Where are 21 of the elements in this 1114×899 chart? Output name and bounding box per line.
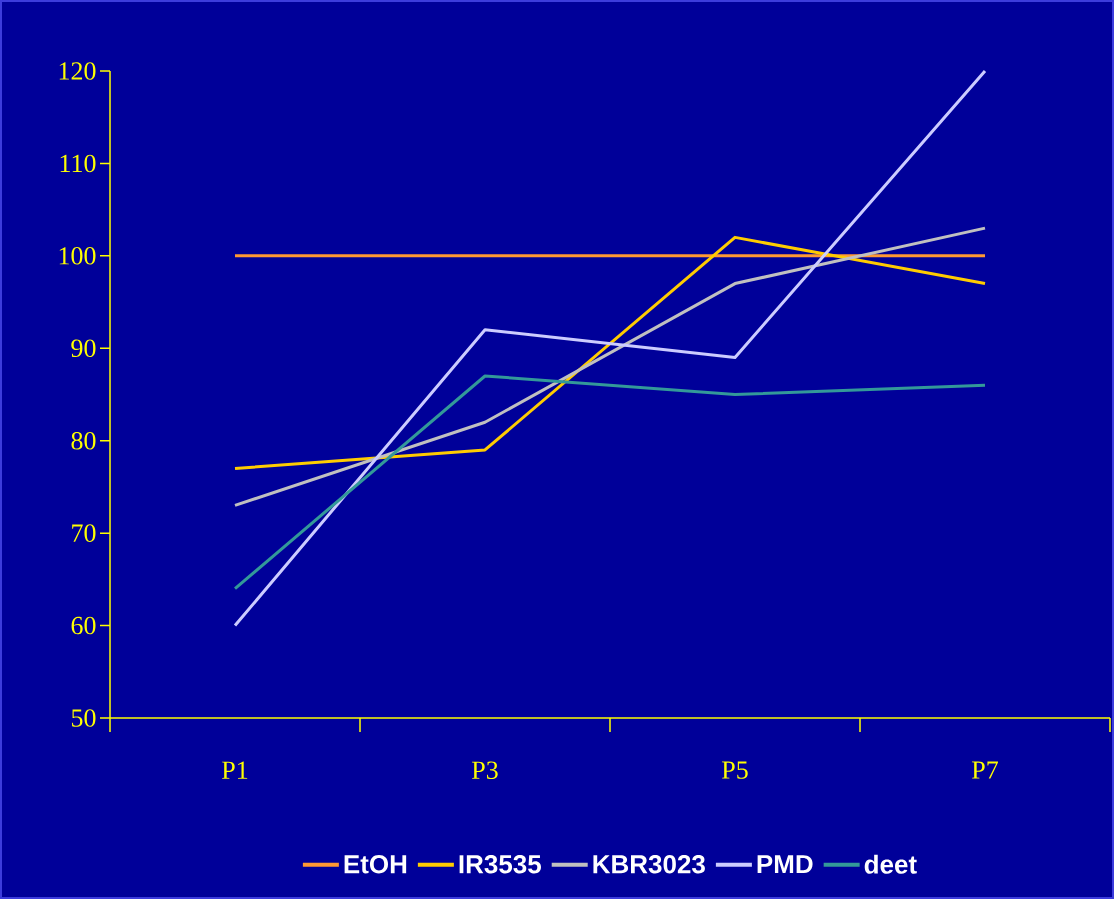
legend-label: EtOH: [344, 855, 407, 874]
x-tick-label: P7: [972, 761, 998, 779]
line-series: [233, 69, 987, 628]
legend-label: PMD: [757, 855, 813, 874]
line-series: [233, 235, 987, 470]
y-tick-label: 70: [72, 524, 96, 542]
y-tick-label: 120: [59, 62, 96, 80]
y-tick-label: 100: [59, 247, 96, 265]
y-tick-label: 80: [71, 431, 96, 450]
legend-label: deet: [864, 854, 917, 874]
y-tick-label: 110: [60, 154, 96, 173]
y-tick-label: 90: [71, 339, 96, 358]
legend-label: IR3535: [459, 855, 541, 874]
x-tick-label: P1: [222, 761, 248, 779]
line-series: [233, 226, 987, 507]
x-tick-label: P3: [472, 761, 498, 779]
line-series: [233, 374, 987, 591]
x-tick-label: P5: [722, 761, 748, 779]
y-tick-label: 50: [71, 709, 96, 727]
y-tick-label: 60: [71, 616, 96, 635]
legend-label: KBR3023: [593, 855, 705, 874]
